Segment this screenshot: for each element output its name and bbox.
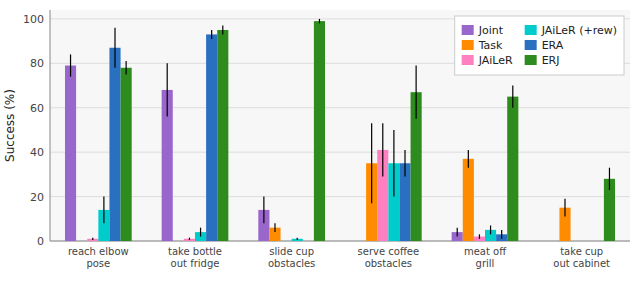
- x-tick-label: take cupout cabinet: [553, 246, 610, 269]
- error-bar: [167, 63, 168, 116]
- error-bar: [468, 150, 469, 168]
- bar: [303, 241, 314, 242]
- y-axis-line: [50, 10, 51, 241]
- bar: [281, 241, 292, 242]
- y-axis-label: Success (%): [3, 89, 17, 162]
- y-tick-label: 20: [30, 191, 44, 204]
- legend-label: JAiLeR (+rew): [541, 24, 617, 37]
- error-bar: [200, 228, 201, 237]
- x-tick-label: meat offgrill: [464, 246, 507, 269]
- error-bar: [319, 19, 320, 23]
- error-bar: [371, 123, 372, 203]
- y-tick-label: 100: [23, 13, 44, 26]
- x-tick-label: reach elbowpose: [68, 246, 129, 269]
- bar: [217, 30, 228, 241]
- error-bar: [189, 238, 190, 240]
- error-bar: [490, 225, 491, 234]
- error-bar: [263, 197, 264, 224]
- error-bar: [114, 28, 115, 68]
- legend-label: JAiLeR: [478, 54, 513, 67]
- legend-label: Joint: [478, 24, 504, 37]
- bar: [121, 68, 132, 241]
- bar: [593, 241, 604, 242]
- y-tick-label: 80: [30, 57, 44, 70]
- grid-line: [50, 196, 630, 197]
- legend-box: [455, 16, 624, 75]
- error-bar: [393, 130, 394, 197]
- error-bar: [609, 168, 610, 190]
- error-bar: [222, 26, 223, 35]
- x-axis-line: [50, 241, 630, 242]
- error-bar: [416, 66, 417, 119]
- error-bar: [211, 30, 212, 39]
- error-bar: [382, 123, 383, 176]
- error-bar: [126, 61, 127, 74]
- legend-label: ERJ: [542, 54, 560, 67]
- error-bar: [274, 223, 275, 232]
- legend-swatch: [462, 55, 474, 65]
- error-bar: [103, 197, 104, 224]
- grid-line: [50, 152, 630, 153]
- legend-swatch: [525, 40, 537, 50]
- x-tick-label: slide cupobstacles: [268, 246, 315, 269]
- error-bar: [297, 238, 298, 240]
- y-tick-label: 60: [30, 102, 44, 115]
- bar: [582, 241, 593, 242]
- bar: [314, 21, 325, 241]
- bar: [173, 241, 184, 242]
- plot-area: [50, 10, 630, 241]
- error-bar: [404, 150, 405, 177]
- legend-swatch: [525, 25, 537, 35]
- bar: [548, 241, 559, 242]
- bar: [206, 34, 217, 241]
- error-bar: [70, 54, 71, 76]
- error-bar: [564, 199, 565, 217]
- bar: [507, 97, 518, 241]
- error-bar: [457, 228, 458, 237]
- bar: [76, 241, 87, 242]
- legend-swatch: [525, 55, 537, 65]
- error-bar: [501, 230, 502, 239]
- bar: [355, 241, 366, 242]
- bar: [65, 66, 76, 241]
- error-bar: [92, 238, 93, 240]
- legend: Joint Task JAiLeR JAiLeR (+rew) ERA ERJ: [455, 16, 624, 75]
- bar: [571, 241, 582, 242]
- y-tick-label: 0: [37, 235, 44, 248]
- grid-line: [50, 241, 630, 242]
- legend-label: ERA: [542, 39, 564, 52]
- bar: [463, 159, 474, 241]
- legend-label: Task: [478, 39, 503, 52]
- y-tick-label: 40: [30, 146, 44, 159]
- grid-line: [50, 107, 630, 108]
- x-tick-label: serve coffeeobstacles: [358, 246, 420, 269]
- legend-swatch: [462, 40, 474, 50]
- legend-swatch: [462, 25, 474, 35]
- bar: [109, 48, 120, 241]
- x-tick-label: take bottleout fridge: [168, 246, 222, 269]
- error-bar: [512, 86, 513, 108]
- error-bar: [479, 234, 480, 238]
